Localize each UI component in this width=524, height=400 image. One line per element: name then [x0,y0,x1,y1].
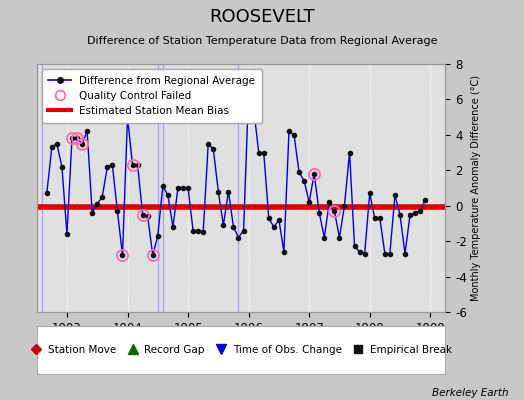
Y-axis label: Monthly Temperature Anomaly Difference (°C): Monthly Temperature Anomaly Difference (… [471,75,481,301]
Text: ROOSEVELT: ROOSEVELT [209,8,315,26]
Legend: Station Move, Record Gap, Time of Obs. Change, Empirical Break: Station Move, Record Gap, Time of Obs. C… [26,340,456,360]
Text: Berkeley Earth: Berkeley Earth [432,388,508,398]
Legend: Difference from Regional Average, Quality Control Failed, Estimated Station Mean: Difference from Regional Average, Qualit… [42,69,261,123]
Text: Difference of Station Temperature Data from Regional Average: Difference of Station Temperature Data f… [87,36,437,46]
